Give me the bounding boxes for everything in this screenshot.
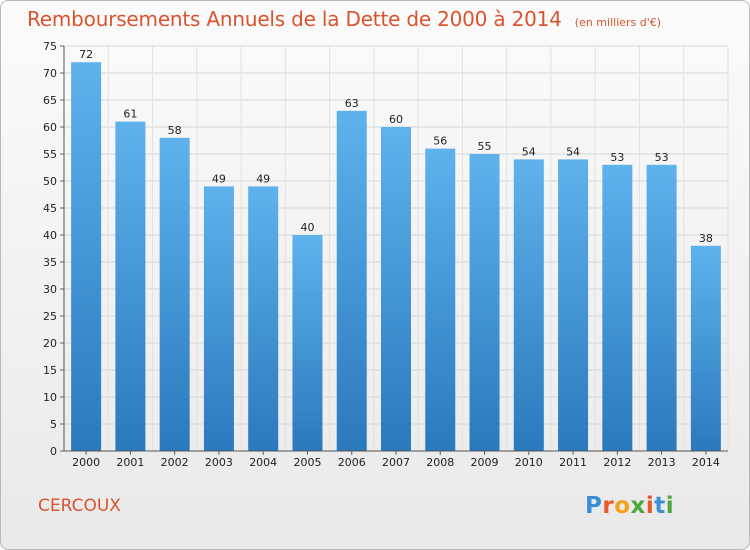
y-tick-label: 75: [43, 40, 57, 53]
bar: [646, 164, 677, 452]
value-label: 54: [566, 145, 580, 158]
x-tick-label: 2000: [72, 456, 100, 469]
value-label: 53: [655, 151, 669, 164]
x-tick-label: 2010: [515, 456, 543, 469]
value-label: 49: [256, 172, 270, 185]
brand-letter: i: [645, 493, 655, 519]
y-tick-label: 65: [43, 94, 57, 107]
brand-letter: i: [665, 493, 675, 519]
commune-name: CERCOUX: [38, 496, 121, 516]
bar: [336, 110, 367, 452]
value-label: 38: [699, 232, 713, 245]
bars: 72 61 58 49 49 40 63 60 56 55 54 54 53 53 38: [71, 48, 721, 452]
y-tick-label: 5: [50, 418, 57, 431]
value-label: 55: [478, 140, 492, 153]
value-label: 53: [610, 151, 624, 164]
y-tick-label: 55: [43, 148, 57, 161]
brand-letter: o: [614, 493, 631, 519]
bar: [425, 148, 456, 451]
x-tick-label: 2001: [116, 456, 144, 469]
proxiti-logo: Proxiti: [585, 493, 674, 519]
x-tick-label: 2007: [382, 456, 410, 469]
x-tick-label: 2008: [426, 456, 454, 469]
y-tick-label: 10: [43, 391, 57, 404]
x-tick-label: 2005: [293, 456, 321, 469]
bar: [159, 137, 190, 452]
bar: [381, 127, 411, 451]
y-tick-label: 40: [43, 229, 57, 242]
x-tick-label: 2013: [648, 456, 676, 469]
y-tick-label: 50: [43, 175, 57, 188]
value-label: 63: [345, 97, 359, 110]
x-tick-label: 2004: [249, 456, 277, 469]
bar: [71, 62, 102, 451]
bar: [513, 159, 544, 451]
x-tick-label: 2012: [603, 456, 631, 469]
y-tick-label: 60: [43, 121, 57, 134]
x-tick-label: 2003: [205, 456, 233, 469]
value-label: 56: [433, 135, 447, 148]
brand-letter: P: [585, 493, 603, 519]
bar: [115, 121, 146, 451]
x-tick-label: 2002: [161, 456, 189, 469]
axes: 0 5 10 15 20 25 30 35 40 45 50 55 60 65 70 75 2000 2001 20…: [43, 40, 728, 469]
bar: [248, 186, 279, 451]
y-tick-label: 35: [43, 256, 57, 269]
brand-letter: x: [630, 493, 646, 519]
x-tick-label: 2014: [692, 456, 720, 469]
bar: [469, 154, 500, 451]
title-row: Remboursements Annuels de la Dette de 20…: [27, 7, 661, 31]
unit-note: (en milliers d'€): [574, 16, 662, 29]
value-label: 72: [79, 48, 93, 61]
y-tick-label: 20: [43, 337, 57, 350]
x-tick-label: 2006: [338, 456, 366, 469]
bar: [292, 235, 323, 451]
y-tick-label: 30: [43, 283, 57, 296]
y-tick-label: 45: [43, 202, 57, 215]
y-tick-label: 70: [43, 67, 57, 80]
brand-letter: t: [654, 493, 666, 519]
value-label: 58: [168, 124, 182, 137]
x-tick-label: 2011: [559, 456, 587, 469]
bar: [690, 245, 721, 451]
value-label: 60: [389, 113, 403, 126]
y-tick-label: 25: [43, 310, 57, 323]
brand-letter: r: [602, 493, 615, 519]
bar: [558, 159, 589, 451]
chart-title: Remboursements Annuels de la Dette de 20…: [27, 7, 562, 31]
value-label: 54: [522, 145, 536, 158]
value-label: 61: [123, 108, 137, 121]
bar: [602, 164, 633, 452]
y-tick-label: 0: [50, 445, 57, 458]
y-tick-label: 15: [43, 364, 57, 377]
bar: [203, 186, 234, 451]
value-label: 49: [212, 172, 226, 185]
x-tick-label: 2009: [471, 456, 499, 469]
value-label: 40: [300, 221, 314, 234]
